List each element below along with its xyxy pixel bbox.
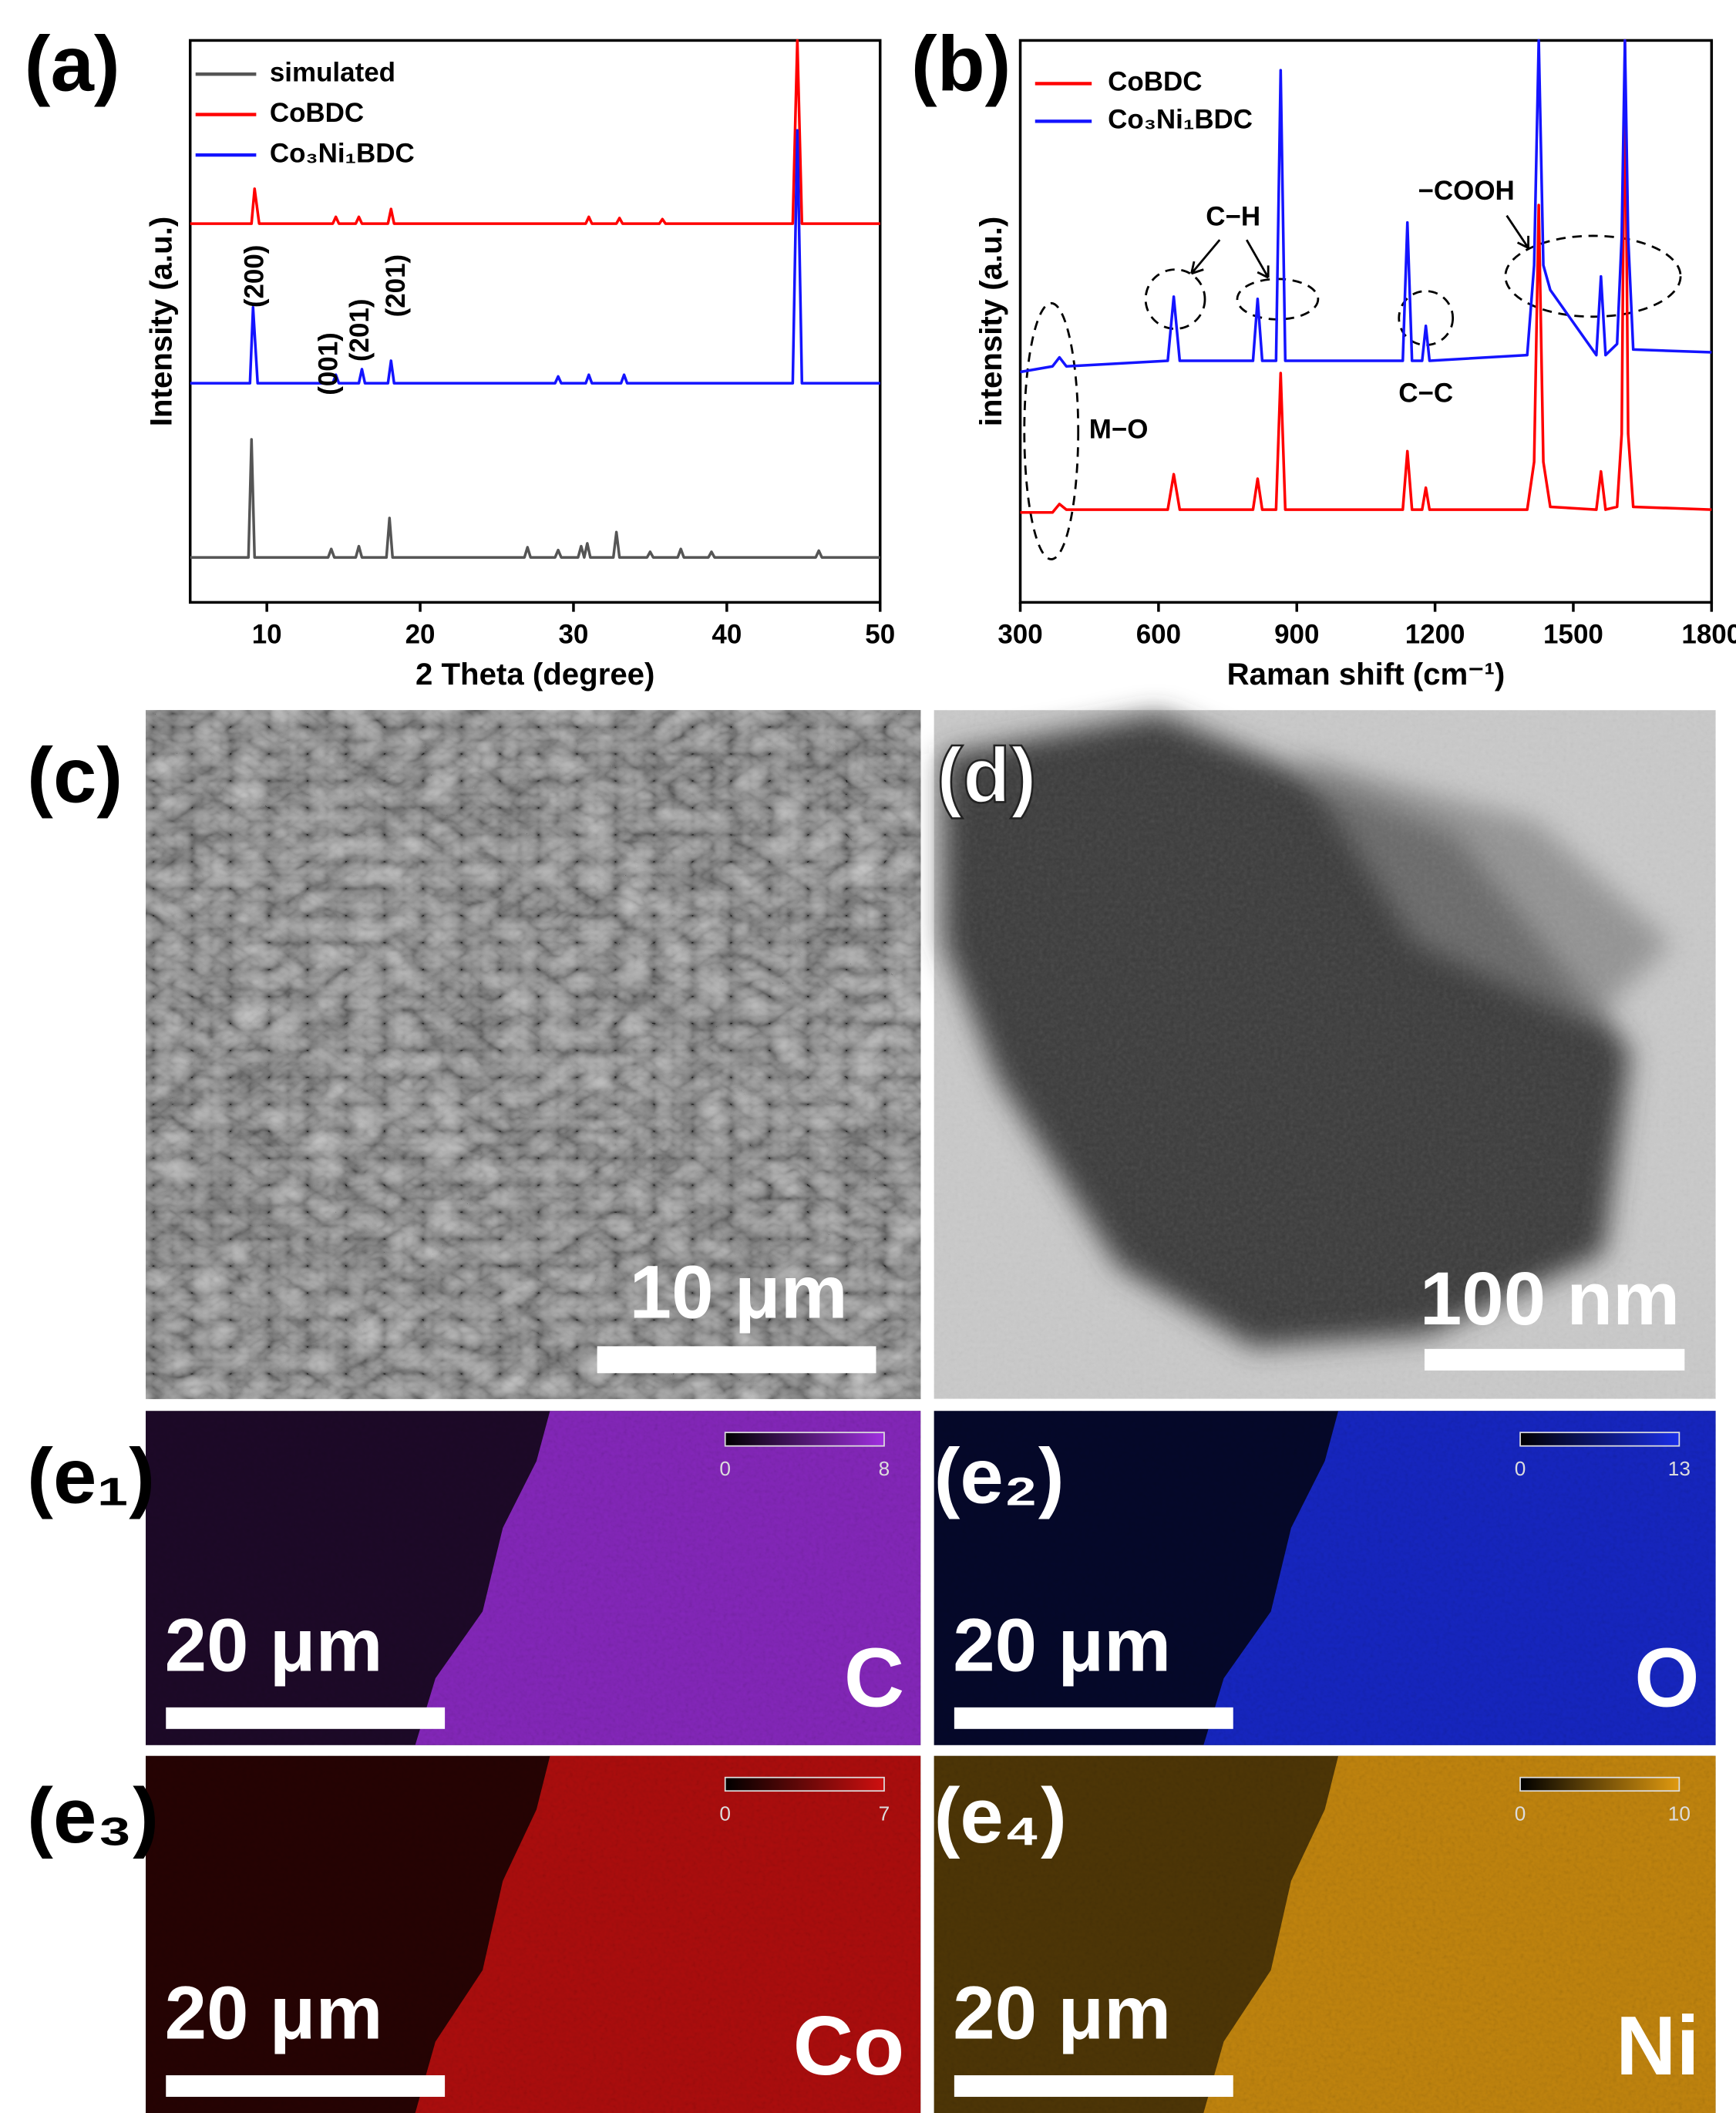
colorbar <box>724 1432 885 1447</box>
data-line <box>1020 39 1712 514</box>
colorbar <box>724 1776 885 1792</box>
annotation: C−H <box>1206 201 1260 231</box>
x-tick-label: 10 <box>252 619 282 649</box>
panel-label: (a) <box>25 21 120 108</box>
x-tick-label: 20 <box>405 619 436 649</box>
legend-label: Co₃Ni₁BDC <box>270 138 415 168</box>
element-label: Co <box>793 1999 904 2092</box>
x-tick-label: 40 <box>712 619 742 649</box>
y-axis-title: intensity (a.u.) <box>974 217 1008 426</box>
panel-label: (e₂) <box>934 1433 1065 1520</box>
annotation: (201) <box>345 298 375 362</box>
x-axis-title: Raman shift (cm⁻¹) <box>1227 657 1506 691</box>
x-tick-label: 1800 <box>1681 619 1736 649</box>
annotation: (201) <box>381 254 411 318</box>
panel-label: (d) <box>937 732 1036 819</box>
scale-bar <box>954 2075 1233 2098</box>
eds-map: 0 7 20 μm Co <box>146 1755 921 2113</box>
legend-label: simulated <box>270 57 395 87</box>
colorbar-label: 0 <box>1515 1457 1526 1480</box>
data-line <box>190 129 880 385</box>
map-noise <box>934 1411 1716 1745</box>
scale-bar <box>1424 1348 1685 1371</box>
colorbar <box>1519 1432 1680 1447</box>
x-tick-label: 300 <box>998 619 1042 649</box>
x-tick-label: 1500 <box>1543 619 1603 649</box>
annotation: M−O <box>1089 415 1149 445</box>
colorbar-label: 10 <box>1668 1802 1691 1825</box>
panel-label: (e₁) <box>27 1433 155 1520</box>
annotation: C−C <box>1398 378 1453 408</box>
panel-label: (e₄) <box>934 1772 1067 1859</box>
colorbar-label: 13 <box>1668 1457 1691 1480</box>
element-label: Ni <box>1616 1999 1699 2092</box>
colorbar-label: 7 <box>879 1802 890 1825</box>
scale-bar-label: 10 μm <box>630 1249 848 1334</box>
scale-bar-label: 20 μm <box>165 1970 383 2054</box>
scale-bar-label: 100 nm <box>1420 1256 1680 1341</box>
legend-label: CoBDC <box>1108 67 1202 97</box>
data-line <box>1020 39 1712 374</box>
element-label: O <box>1634 1631 1699 1724</box>
eds-map: 0 8 20 μm C <box>146 1411 921 1745</box>
annotation: (200) <box>240 245 270 308</box>
colorbar <box>1519 1776 1680 1792</box>
data-line <box>190 39 880 225</box>
x-axis-title: 2 Theta (degree) <box>415 657 654 691</box>
colorbar-label: 0 <box>719 1457 731 1480</box>
scale-bar <box>597 1346 876 1374</box>
x-tick-label: 30 <box>559 619 589 649</box>
panel-label: (c) <box>27 732 123 819</box>
colorbar-label: 0 <box>1515 1802 1526 1825</box>
x-tick-label: 50 <box>865 619 895 649</box>
annotation: −COOH <box>1418 176 1515 206</box>
scale-bar-label: 20 μm <box>165 1602 383 1687</box>
element-label: C <box>844 1631 904 1724</box>
map-noise <box>934 1755 1716 2113</box>
scale-bar <box>954 1707 1233 1729</box>
eds-map: 0 10 20 μm Ni <box>934 1755 1716 2113</box>
annotation: (001) <box>314 332 344 395</box>
scale-bar-label: 20 μm <box>953 1602 1171 1687</box>
legend-label: CoBDC <box>270 98 364 128</box>
scale-bar <box>166 2075 446 2098</box>
tem-image <box>934 710 1716 1399</box>
data-line <box>190 438 880 559</box>
legend-label: Co₃Ni₁BDC <box>1108 105 1253 135</box>
plot-frame <box>188 39 882 604</box>
plot-frame <box>1018 39 1714 604</box>
x-tick-label: 600 <box>1136 619 1181 649</box>
panel-label: (b) <box>911 21 1011 108</box>
raman-arrows <box>1190 214 1529 279</box>
colorbar-label: 8 <box>879 1457 890 1480</box>
scale-bar <box>166 1707 446 1729</box>
map-noise <box>146 1755 921 2113</box>
scale-bar-label: 20 μm <box>953 1970 1171 2054</box>
sem-image <box>146 710 921 1399</box>
colorbar-label: 0 <box>719 1802 731 1825</box>
x-tick-label: 900 <box>1274 619 1319 649</box>
y-axis-title: Intensity (a.u.) <box>143 217 178 426</box>
panel-label: (e₃) <box>27 1772 159 1859</box>
x-tick-label: 1200 <box>1405 619 1465 649</box>
map-noise <box>146 1411 921 1745</box>
eds-map: 0 13 20 μm O <box>934 1411 1716 1745</box>
